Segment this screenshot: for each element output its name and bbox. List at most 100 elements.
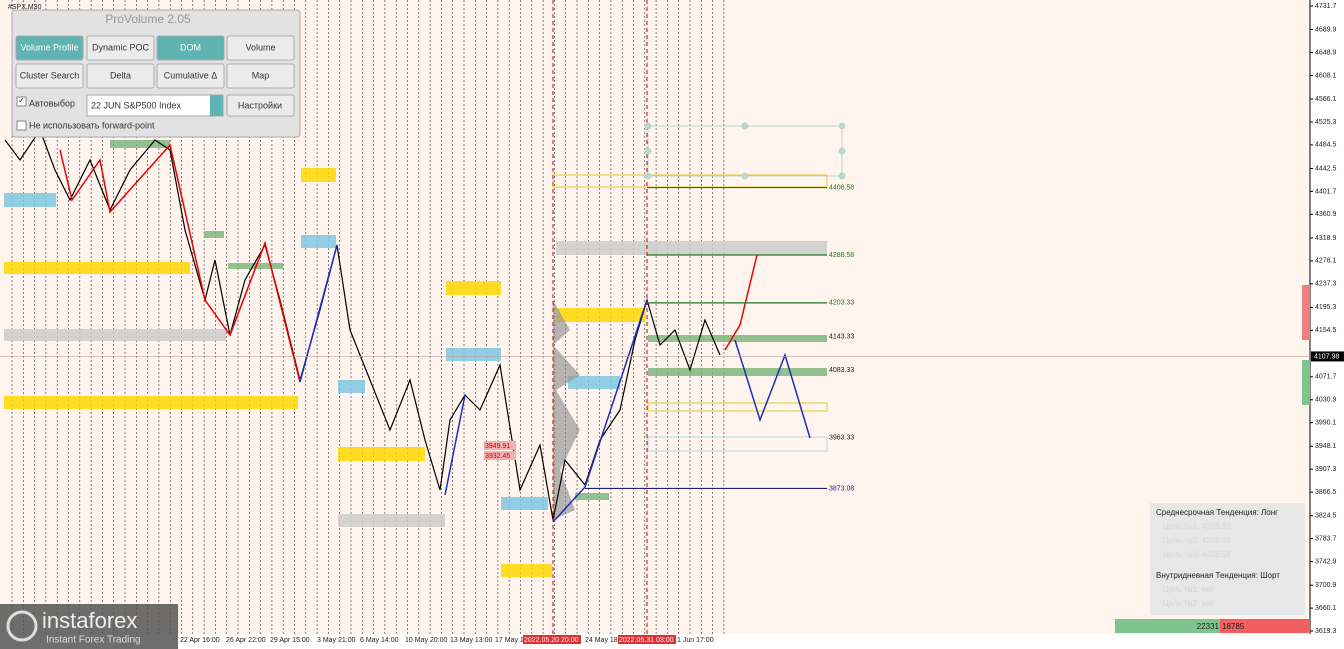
trend-box: [1150, 503, 1305, 615]
price-label: 3824.5: [1315, 513, 1337, 520]
panel-button[interactable]: [156, 35, 225, 61]
auto-select-label: Автовыбор: [29, 98, 75, 108]
level-label: 4288.58: [829, 252, 854, 259]
buy-volume: [1115, 619, 1220, 633]
price-label: 4237.3: [1315, 281, 1337, 288]
price-label: 3990.1: [1315, 420, 1337, 427]
watermark-logo: [6, 610, 38, 642]
panel-button-label: Volume: [245, 42, 275, 52]
price-label: 4318.9: [1315, 235, 1337, 242]
panel-title: ProVolume 2.05: [105, 12, 191, 26]
panel-button-label: DOM: [180, 42, 201, 52]
time-label: 24 May 18:: [585, 637, 620, 644]
price-label: 4731.7: [1315, 3, 1337, 10]
order-box: [484, 451, 516, 460]
price-label: 4648.9: [1315, 49, 1337, 56]
price-label: 4525.3: [1315, 119, 1337, 126]
dom-buy: [1302, 360, 1310, 405]
price-label: 4360.9: [1315, 211, 1337, 218]
watermark-tagline: Instant Forex Trading: [46, 635, 141, 646]
watermark-bg: [0, 604, 178, 649]
panel-button-label: Delta: [110, 70, 131, 80]
price-label: 3948.1: [1315, 443, 1337, 450]
watermark-brand: instaforex: [42, 608, 137, 633]
time-label: 22 Apr 16:00: [180, 637, 220, 644]
price-label: 4195.3: [1315, 304, 1337, 311]
intraday-title: Внутридневная Тенденция: Шорт: [1156, 571, 1280, 580]
time-label: 17 May 1: [495, 637, 524, 644]
time-label: 1 Jun 17:00: [677, 637, 714, 644]
forward-point-label: Не использовать forward-point: [29, 120, 155, 130]
settings-label: Настройки: [238, 100, 282, 110]
time-label: 6 May 14:00: [360, 637, 399, 644]
panel-button[interactable]: [156, 63, 225, 89]
sell-volume: [1220, 619, 1310, 633]
checkbox[interactable]: [16, 120, 27, 131]
panel-button-label: Cumulative Δ: [164, 70, 218, 80]
level-label: 3873.08: [829, 485, 854, 492]
price-line: [4, 128, 721, 521]
panel-button[interactable]: [15, 35, 84, 61]
time-label: 29 Apr 15:00: [270, 637, 310, 644]
panel-button[interactable]: [86, 63, 155, 89]
zones: [4, 140, 828, 577]
time-highlight: [523, 635, 581, 644]
blue-zigzag: [444, 394, 466, 496]
targets-grid: [644, 122, 846, 180]
time-label: 13 May 13:00: [450, 637, 493, 644]
price-label: 4484.5: [1315, 142, 1337, 149]
time-label: 3 May 21:00: [317, 637, 356, 644]
time-label: 2022.05.31 03:00: [619, 637, 674, 644]
panel-button[interactable]: [86, 35, 155, 61]
price-label: 3907.3: [1315, 466, 1337, 473]
price-label: 4071.7: [1315, 374, 1337, 381]
order-label: 3949.91: [485, 443, 510, 450]
current-price-box: [1311, 351, 1344, 362]
panel-button[interactable]: [226, 35, 295, 61]
select-arrow[interactable]: [210, 95, 223, 116]
level-label: 3963.33: [829, 435, 854, 442]
blue-zigzag: [552, 299, 648, 523]
instrument: 22 JUN S&P500 Index: [91, 100, 182, 110]
time-label: 10 May 20:00: [405, 637, 448, 644]
order-label: 3932.45: [485, 453, 510, 460]
order-box: [484, 441, 516, 450]
price-label: 4442.5: [1315, 165, 1337, 172]
level-label: 4203.33: [829, 300, 854, 307]
dom-sell: [1302, 285, 1310, 340]
blue-zigzag: [299, 244, 338, 383]
level-label: 4083.33: [829, 367, 854, 374]
medium-title: Среднесрочная Тенденция: Лонг: [1156, 508, 1278, 517]
symbol: #SPX,M30: [8, 4, 42, 11]
time-label: 26 Apr 22:00: [226, 637, 266, 644]
price-label: 3619.3: [1315, 628, 1337, 635]
red-zigzag: [59, 143, 301, 383]
current-price: 4107.98: [1314, 353, 1339, 360]
settings-button[interactable]: [226, 94, 295, 117]
panel-button-label: Dynamic POC: [92, 42, 150, 52]
panel-button-label: Cluster Search: [20, 70, 80, 80]
panel-button-label: Map: [252, 70, 270, 80]
forecast-red: [724, 254, 758, 351]
price-label: 4689.9: [1315, 26, 1337, 33]
time-label: 2022.05.20 20:00: [524, 637, 579, 644]
price-label: 3742.9: [1315, 558, 1337, 565]
price-label: 4154.5: [1315, 327, 1337, 334]
price-label: 3700.9: [1315, 582, 1337, 589]
buy-value: 22331: [1197, 622, 1220, 631]
sell-value: 18785: [1222, 622, 1245, 631]
panel-button-label: Volume Profile: [20, 42, 78, 52]
checkbox[interactable]: [16, 96, 27, 107]
panel-button[interactable]: [15, 63, 84, 89]
price-label: 4278.1: [1315, 258, 1337, 265]
price-label: 3866.5: [1315, 489, 1337, 496]
price-label: 4566.1: [1315, 96, 1337, 103]
price-label: 3783.7: [1315, 535, 1337, 542]
panel-button[interactable]: [226, 63, 295, 89]
time-highlight: [618, 635, 676, 644]
price-label: 4030.9: [1315, 397, 1337, 404]
level-label: 4408.58: [829, 184, 854, 191]
price-label: 4401.7: [1315, 188, 1337, 195]
